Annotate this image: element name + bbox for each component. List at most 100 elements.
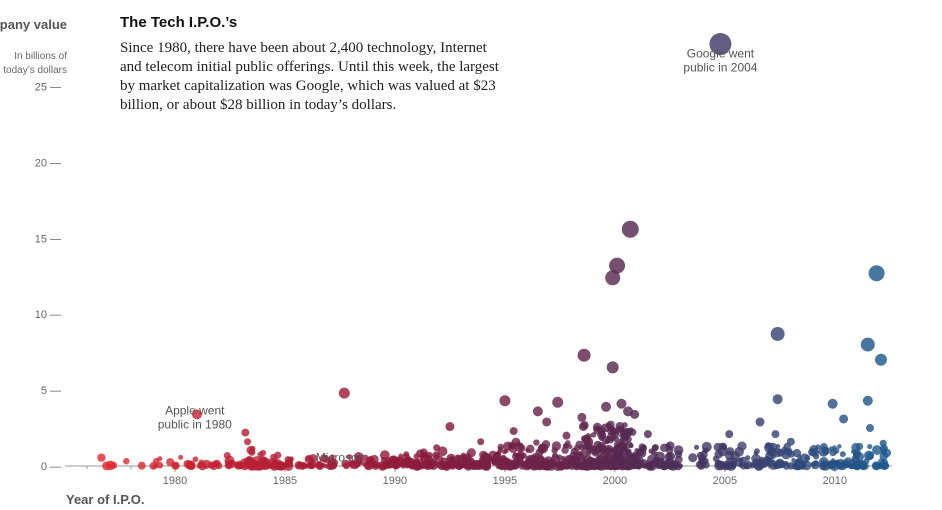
ipo-dot bbox=[244, 438, 252, 446]
x-tick-label: 2010 bbox=[823, 475, 847, 487]
ipo-dot bbox=[157, 456, 163, 462]
ipo-dot bbox=[653, 456, 660, 464]
ipo-dot bbox=[354, 451, 363, 461]
ipo-dot bbox=[852, 463, 858, 469]
ipo-dot bbox=[800, 461, 807, 468]
ipo-dot bbox=[614, 443, 625, 453]
ipo-dot bbox=[725, 430, 734, 439]
ipo-dot bbox=[590, 432, 597, 438]
ipo-dot bbox=[309, 458, 315, 464]
ipo-dot bbox=[532, 455, 538, 461]
intro-block: The Tech I.P.O.’s Since 1980, there have… bbox=[120, 14, 500, 115]
y-tick-label: 15 — bbox=[35, 233, 61, 245]
ipo-dot bbox=[882, 448, 892, 458]
ipo-dot bbox=[659, 457, 665, 463]
ipo-dot bbox=[525, 444, 535, 454]
ipo-dot bbox=[717, 446, 728, 457]
ipo-dot bbox=[506, 461, 515, 470]
ipo-dot bbox=[583, 442, 591, 450]
ipo-dot bbox=[178, 454, 184, 460]
ipo-dot bbox=[241, 428, 250, 437]
ipo-dot bbox=[186, 460, 196, 470]
ipo-dot bbox=[837, 444, 842, 449]
ipo-dot bbox=[259, 449, 267, 456]
ipo-dot bbox=[338, 387, 350, 399]
ipo-dot bbox=[306, 462, 312, 468]
ipo-dot bbox=[648, 448, 654, 454]
ipo-dot bbox=[767, 442, 778, 453]
ipo-dot bbox=[477, 438, 485, 446]
ipo-dot bbox=[552, 396, 564, 408]
ipo-dot bbox=[651, 444, 659, 451]
ipo-dot bbox=[879, 439, 887, 447]
y-axis-sublabel-1: In billions of bbox=[14, 51, 67, 62]
ipo-dot bbox=[435, 455, 444, 464]
ipo-dot bbox=[616, 398, 627, 409]
ipo-dot bbox=[577, 412, 587, 422]
ipo-dot bbox=[379, 450, 390, 461]
ipo-dot bbox=[327, 456, 336, 466]
ipo-dot bbox=[754, 448, 760, 455]
ipo-dot bbox=[171, 461, 180, 470]
ipo-dot bbox=[109, 461, 118, 469]
ipo-dot bbox=[348, 461, 356, 469]
ipo-dot bbox=[674, 455, 683, 464]
ipo-dot bbox=[839, 451, 846, 458]
ipo-dot bbox=[433, 444, 441, 452]
ipo-dot bbox=[429, 461, 438, 470]
ipo-dot bbox=[755, 417, 765, 427]
ipo-dot bbox=[123, 458, 130, 465]
ipo-dot bbox=[465, 456, 475, 467]
ipo-dot bbox=[420, 451, 428, 459]
ipo-dot bbox=[156, 461, 164, 469]
ipo-dot bbox=[538, 443, 547, 453]
ipo-dot bbox=[824, 447, 830, 452]
ipo-dot bbox=[606, 420, 615, 429]
ipo-dot bbox=[573, 444, 581, 452]
ipo-dot bbox=[532, 406, 543, 417]
ipo-dot bbox=[878, 458, 886, 466]
ipo-dot bbox=[578, 422, 588, 431]
ipo-dot bbox=[533, 439, 540, 446]
y-tick-label: 10 — bbox=[35, 309, 61, 321]
y-axis-sublabel-2: today’s dollars bbox=[3, 65, 67, 76]
x-tick-label: 2000 bbox=[603, 475, 627, 487]
ipo-dot bbox=[545, 460, 554, 469]
ipo-dot bbox=[621, 220, 639, 238]
ipo-dot bbox=[424, 458, 430, 464]
ipo-dot bbox=[447, 460, 458, 470]
ipo-dot bbox=[207, 461, 216, 469]
ipo-dot bbox=[271, 457, 278, 464]
ipo-dot bbox=[742, 460, 753, 470]
ipo-dot bbox=[476, 463, 483, 469]
chart-annotation: Google went public in 2004 bbox=[683, 47, 757, 75]
ipo-dot bbox=[872, 462, 880, 470]
ipo-dot bbox=[586, 460, 597, 471]
ipo-dot bbox=[137, 461, 146, 470]
ipo-dot bbox=[832, 445, 837, 450]
ipo-dot bbox=[600, 450, 605, 455]
ipo-dot bbox=[583, 436, 590, 443]
ipo-dot bbox=[859, 460, 867, 469]
ipo-dot bbox=[437, 446, 448, 457]
ipo-dot bbox=[866, 451, 875, 460]
ipo-dot bbox=[254, 461, 265, 471]
ipo-dot bbox=[424, 463, 430, 469]
ipo-dot bbox=[667, 452, 672, 458]
ipo-dot bbox=[507, 442, 514, 449]
ipo-dot bbox=[314, 460, 323, 469]
ipo-dot bbox=[192, 456, 199, 463]
ipo-dot bbox=[596, 441, 607, 452]
ipo-dot bbox=[493, 457, 498, 462]
ipo-dot bbox=[482, 463, 489, 469]
ipo-dot bbox=[343, 462, 350, 470]
ipo-dot bbox=[305, 456, 311, 462]
ipo-dot bbox=[787, 450, 796, 458]
ipo-dot bbox=[274, 451, 282, 459]
ipo-dot bbox=[860, 337, 875, 352]
ipo-dot bbox=[740, 456, 747, 463]
x-tick-label: 2005 bbox=[713, 475, 737, 487]
ipo-dot bbox=[839, 414, 849, 424]
ipo-dot bbox=[561, 446, 569, 454]
ipo-dot bbox=[757, 460, 764, 467]
